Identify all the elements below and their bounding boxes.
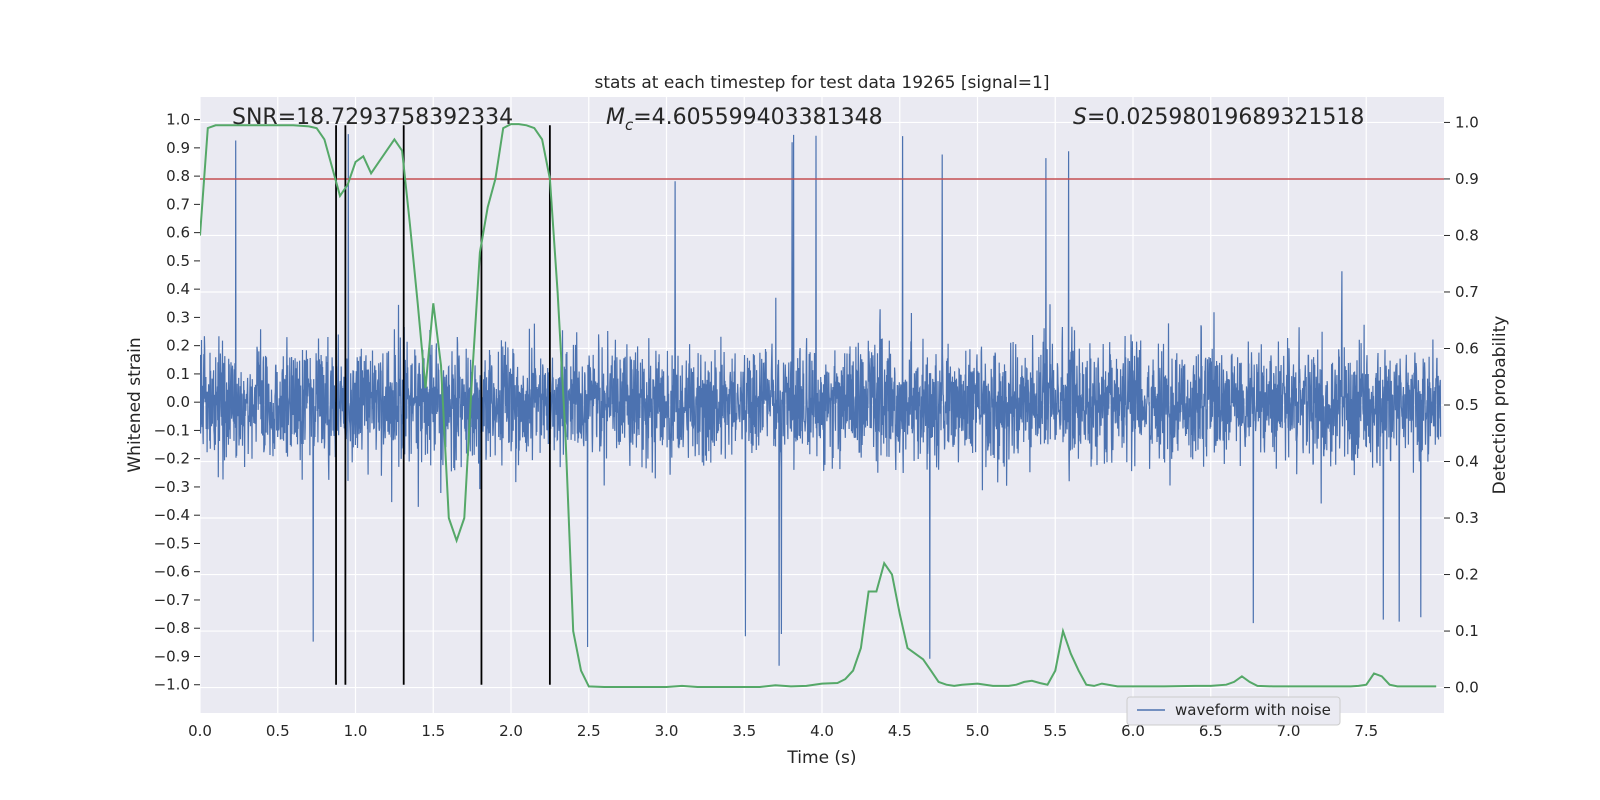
x-tick-label: 4.5 — [888, 722, 912, 740]
s-value: =0.02598019689321518 — [1087, 105, 1364, 130]
x-tick-label: 2.5 — [577, 722, 601, 740]
y-tick-label-right: 0.7 — [1455, 283, 1479, 301]
y-tick-label-right: 0.0 — [1455, 679, 1479, 697]
x-tick-label: 1.0 — [344, 722, 368, 740]
x-tick-label: 1.5 — [421, 722, 445, 740]
y-tick-label-left: −1.0 — [154, 676, 190, 694]
y-tick-label-left: −0.3 — [154, 478, 190, 496]
y-ticks-left: 1.0 0.9 0.8 0.7 0.6 0.5 0.4 0.3 0.2 0.1 0.0 −0.1 −0.… — [154, 111, 200, 694]
y-tick-label-left: −0.2 — [154, 450, 190, 468]
y-tick-label-left: −0.5 — [154, 534, 190, 552]
legend: waveform with noise — [1126, 696, 1341, 726]
x-ticks: 0.0 0.5 1.0 1.5 2.0 2.5 3.0 3.5 4.0 4.5 5.0 5.5 6.0 6… — [188, 722, 1378, 740]
y-tick-label-right: 0.1 — [1455, 622, 1479, 640]
x-tick-label: 3.0 — [655, 722, 679, 740]
x-tick-label: 7.0 — [1277, 722, 1301, 740]
y-tick-label-left: 0.0 — [166, 393, 190, 411]
y-tick-label-left: 0.9 — [166, 139, 190, 157]
y-axis-label-left: Whitened strain — [125, 337, 145, 472]
x-tick-label: 2.0 — [499, 722, 523, 740]
y-tick-label-left: −0.9 — [154, 647, 190, 665]
x-tick-label: 3.5 — [732, 722, 756, 740]
y-axis-label-right: Detection probability — [1490, 316, 1510, 495]
chirp-mass-value: =4.605599403381348 — [633, 105, 882, 130]
y-tick-label-left: 0.4 — [166, 280, 190, 298]
y-tick-label-left: −0.4 — [154, 506, 190, 524]
x-tick-label: 0.0 — [188, 722, 212, 740]
y-tick-label-left: −0.1 — [154, 421, 190, 439]
waveform-noise-series — [200, 134, 1442, 666]
y-tick-label-left: 0.7 — [166, 195, 190, 213]
y-tick-label-left: 1.0 — [166, 111, 190, 129]
s-symbol: S — [1073, 105, 1087, 130]
vertical-markers — [335, 125, 551, 685]
x-tick-label: 6.0 — [1121, 722, 1145, 740]
y-tick-label-left: −0.7 — [154, 591, 190, 609]
y-tick-label-left: −0.6 — [154, 563, 190, 581]
y-tick-label-right: 0.3 — [1455, 509, 1479, 527]
legend-box — [1126, 696, 1341, 726]
y-tick-label-left: 0.1 — [166, 365, 190, 383]
y-tick-label-right: 0.4 — [1455, 453, 1479, 471]
s-annotation: S=0.02598019689321518 — [1073, 105, 1364, 130]
x-tick-label: 0.5 — [266, 722, 290, 740]
x-axis-label: Time (s) — [786, 748, 856, 768]
chart-title: stats at each timestep for test data 192… — [595, 73, 1050, 93]
y-tick-label-right: 0.5 — [1455, 396, 1479, 414]
y-tick-label-left: 0.2 — [166, 337, 190, 355]
x-tick-label: 5.5 — [1043, 722, 1067, 740]
chirp-mass-subscript: c — [625, 116, 634, 134]
x-tick-label: 4.0 — [810, 722, 834, 740]
y-tick-label-right: 0.6 — [1455, 339, 1479, 357]
x-tick-label: 6.5 — [1199, 722, 1223, 740]
y-tick-label-left: 0.3 — [166, 308, 190, 326]
y-tick-label-right: 0.2 — [1455, 566, 1479, 584]
x-tick-label: 7.5 — [1354, 722, 1378, 740]
y-tick-label-right: 0.9 — [1455, 170, 1479, 188]
legend-label: waveform with noise — [1175, 701, 1331, 719]
detection-probability-series — [200, 123, 1437, 688]
snr-annotation: SNR=18.7293758392334 — [232, 105, 513, 130]
chirp-mass-annotation: Mc=4.605599403381348 — [606, 105, 883, 134]
y-ticks-right: 1.0 0.9 0.8 0.7 0.6 0.5 0.4 0.3 0.2 0.1 0.0 — [1444, 113, 1479, 697]
y-tick-label-left: 0.5 — [166, 252, 190, 270]
y-tick-label-right: 0.8 — [1455, 226, 1479, 244]
y-tick-label-left: 0.6 — [166, 224, 190, 242]
chirp-mass-symbol: M — [606, 105, 625, 130]
y-tick-label-left: 0.8 — [166, 167, 190, 185]
x-tick-label: 5.0 — [966, 722, 990, 740]
y-tick-label-right: 1.0 — [1455, 113, 1479, 131]
y-tick-label-left: −0.8 — [154, 619, 190, 637]
